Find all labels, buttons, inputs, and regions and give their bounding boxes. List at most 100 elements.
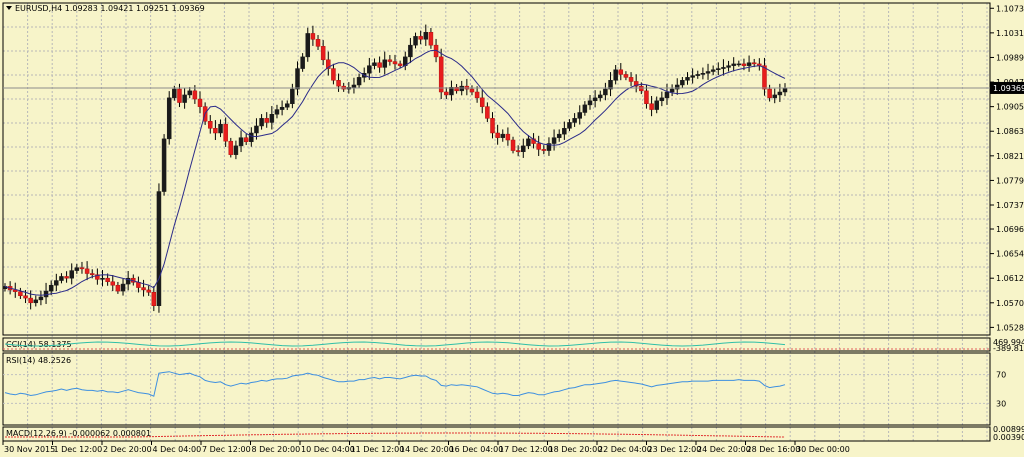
bull-candle — [100, 277, 105, 280]
bull-candle — [295, 68, 300, 90]
bear-candle — [89, 273, 95, 275]
bear-candle — [505, 133, 511, 141]
macd-title: MACD(12,26,9) -0.000062 0.000801 — [6, 429, 151, 438]
cci-line — [4, 341, 786, 347]
bear-candle — [428, 32, 434, 46]
bull-candle — [700, 73, 706, 75]
rsi-pane — [2, 352, 991, 426]
bull-candle — [166, 97, 172, 140]
rsi-tick-label: 70 — [996, 371, 1006, 380]
bull-candle — [125, 277, 131, 285]
time-tick-label: 24 Dec 20:00 — [697, 445, 751, 454]
bull-candle — [218, 123, 223, 134]
bear-candle — [541, 149, 547, 151]
bull-candle — [367, 65, 372, 74]
bull-candle — [356, 77, 362, 86]
bear-candle — [474, 91, 480, 99]
macd-pane — [2, 426, 991, 442]
bull-candle — [659, 97, 665, 102]
bull-candle — [423, 32, 429, 40]
bull-candle — [736, 63, 742, 66]
bear-candle — [454, 87, 459, 92]
bear-candle — [762, 65, 767, 90]
time-tick-label: 11 Dec 12:00 — [351, 445, 405, 454]
price-tick-label: 1.08630 — [996, 127, 1024, 136]
macd-tick-label: 0.003907 — [993, 433, 1024, 442]
bear-candle — [84, 268, 90, 274]
bull-candle — [274, 109, 280, 115]
bear-candle — [397, 63, 403, 66]
bull-candle — [59, 276, 64, 281]
price-tick-label: 1.08210 — [996, 152, 1024, 161]
chart-title: EURUSD,H4 1.09283 1.09421 1.09251 1.0936… — [15, 4, 205, 13]
price-tick-label: 1.10730 — [996, 4, 1024, 13]
bear-candle — [751, 62, 757, 65]
bull-candle — [459, 85, 464, 92]
bull-candle — [279, 106, 285, 110]
moving-average-line — [4, 49, 786, 296]
bear-candle — [485, 106, 490, 119]
bear-candle — [387, 59, 393, 62]
bull-candle — [54, 280, 59, 286]
bull-candle — [608, 80, 613, 90]
bull-candle — [300, 56, 305, 69]
time-tick-label: 23 Dec 12:00 — [648, 445, 702, 454]
bear-candle — [146, 289, 151, 293]
bear-candle — [18, 291, 23, 297]
macd-signal-line — [5, 432, 786, 438]
bear-candle — [192, 90, 198, 100]
time-tick-label: 28 Dec 16:00 — [747, 445, 801, 454]
bull-candle — [254, 125, 259, 134]
bear-candle — [767, 88, 772, 99]
time-tick-label: 10 Dec 04:00 — [301, 445, 355, 454]
time-tick-label: 14 Dec 20:00 — [400, 445, 454, 454]
bull-candle — [449, 87, 454, 96]
bull-candle — [572, 118, 577, 123]
time-tick-label: 30 Dec 00:00 — [796, 445, 850, 454]
bear-candle — [320, 46, 326, 61]
bear-candle — [510, 139, 516, 151]
price-tick-label: 1.09050 — [996, 103, 1024, 112]
bull-candle — [705, 71, 711, 74]
time-tick-label: 2 Dec 20:00 — [103, 445, 152, 454]
bear-candle — [377, 62, 382, 68]
bear-candle — [264, 118, 269, 123]
bear-candle — [213, 128, 218, 134]
bull-candle — [182, 94, 187, 103]
bear-candle — [151, 292, 157, 306]
bull-candle — [685, 77, 690, 81]
bear-candle — [223, 123, 228, 142]
bull-candle — [284, 103, 290, 108]
bear-candle — [623, 74, 629, 78]
bull-candle — [695, 74, 701, 76]
rsi-line — [4, 371, 786, 397]
current-price-badge — [990, 81, 1024, 94]
time-tick-label: 17 Dec 12:00 — [499, 445, 553, 454]
bear-candle — [105, 277, 110, 282]
bull-candle — [305, 33, 311, 58]
bear-candle — [141, 287, 146, 291]
bull-candle — [598, 94, 603, 99]
bull-candle — [716, 68, 721, 71]
bear-candle — [228, 140, 234, 155]
price-tick-label: 1.10310 — [996, 29, 1024, 38]
bear-candle — [177, 88, 182, 103]
price-tick-label: 1.05280 — [996, 323, 1024, 332]
bull-candle — [551, 137, 557, 144]
bull-candle — [777, 91, 783, 96]
time-tick-label: 16 Dec 04:00 — [450, 445, 504, 454]
bear-candle — [536, 143, 541, 150]
price-tick-label: 1.05700 — [996, 299, 1024, 308]
bull-candle — [238, 137, 244, 147]
bear-candle — [490, 118, 495, 134]
time-tick-label: 30 Nov 2015 — [4, 445, 55, 454]
bull-candle — [664, 91, 670, 99]
bear-candle — [515, 150, 521, 152]
bear-candle — [628, 77, 634, 82]
bull-candle — [603, 88, 608, 96]
time-tick-label: 4 Dec 04:00 — [153, 445, 202, 454]
price-tick-label: 1.06540 — [996, 250, 1024, 259]
bull-candle — [669, 88, 675, 93]
